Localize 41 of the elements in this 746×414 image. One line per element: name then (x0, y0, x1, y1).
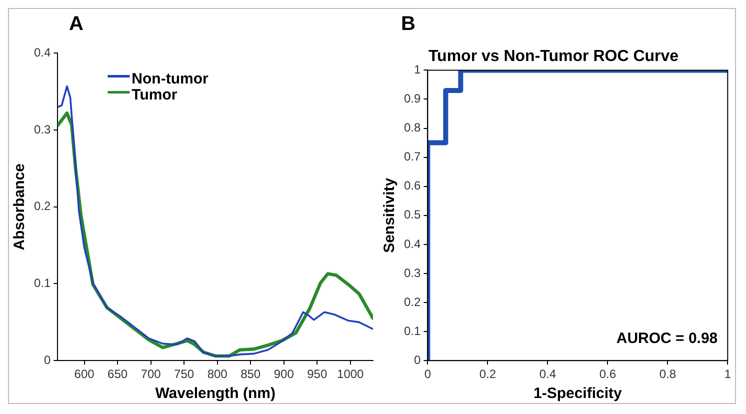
legend-label: Non-tumor (132, 70, 208, 88)
x-tick-label: 0.8 (659, 367, 676, 382)
y-tick-label: 0.4 (34, 46, 51, 60)
annotation: AUROC = 0.98 (616, 330, 718, 348)
y-tick-label: 0.3 (404, 266, 421, 280)
y-tick-label: 0.7 (404, 150, 421, 164)
legend-label: Tumor (132, 86, 178, 104)
x-tick-label: 750 (174, 367, 194, 382)
y-tick-label: 0.4 (404, 236, 421, 251)
y-axis-title: Absorbance (11, 164, 28, 250)
chart-title: Tumor vs Non-Tumor ROC Curve (428, 48, 679, 66)
x-tick-label: 1000 (337, 367, 364, 382)
y-tick-label: 0.1 (34, 276, 51, 290)
y-tick-label: 0.8 (404, 120, 421, 135)
y-tick-label: 0.9 (404, 92, 421, 106)
x-tick-label: 650 (108, 367, 128, 382)
x-tick-label: 0.2 (479, 367, 496, 382)
x-tick-label: 0 (424, 367, 432, 382)
x-tick-label: 700 (140, 367, 162, 382)
x-tick-label: 950 (307, 367, 328, 382)
y-tick-label: 0.5 (404, 208, 421, 222)
x-tick-label: 1 (724, 367, 732, 382)
text: A (69, 13, 84, 36)
x-tick-label: 600 (74, 367, 95, 382)
x-tick-label: 900 (274, 367, 294, 382)
y-tick-label: 0.2 (404, 294, 421, 309)
x-tick-label: 0.6 (599, 367, 616, 382)
y-tick-label: 0 (414, 352, 421, 367)
y-tick-label: 0 (44, 352, 51, 367)
text: B (401, 13, 416, 36)
y-tick-label: 0.2 (34, 199, 51, 214)
y-axis-title: Sensitivity (381, 177, 398, 253)
x-tick-label: 850 (240, 367, 261, 382)
y-tick-label: 0.1 (404, 324, 421, 338)
x-tick-label: 0.4 (539, 367, 556, 382)
y-tick-label: 0.6 (404, 178, 421, 193)
x-tick-label: 800 (207, 367, 228, 382)
y-tick-label: 0.3 (34, 122, 51, 136)
x-axis-title: 1-Specificity (533, 385, 623, 402)
y-tick-label: 1 (414, 62, 421, 77)
x-axis-title: Wavelength (nm) (155, 385, 276, 402)
